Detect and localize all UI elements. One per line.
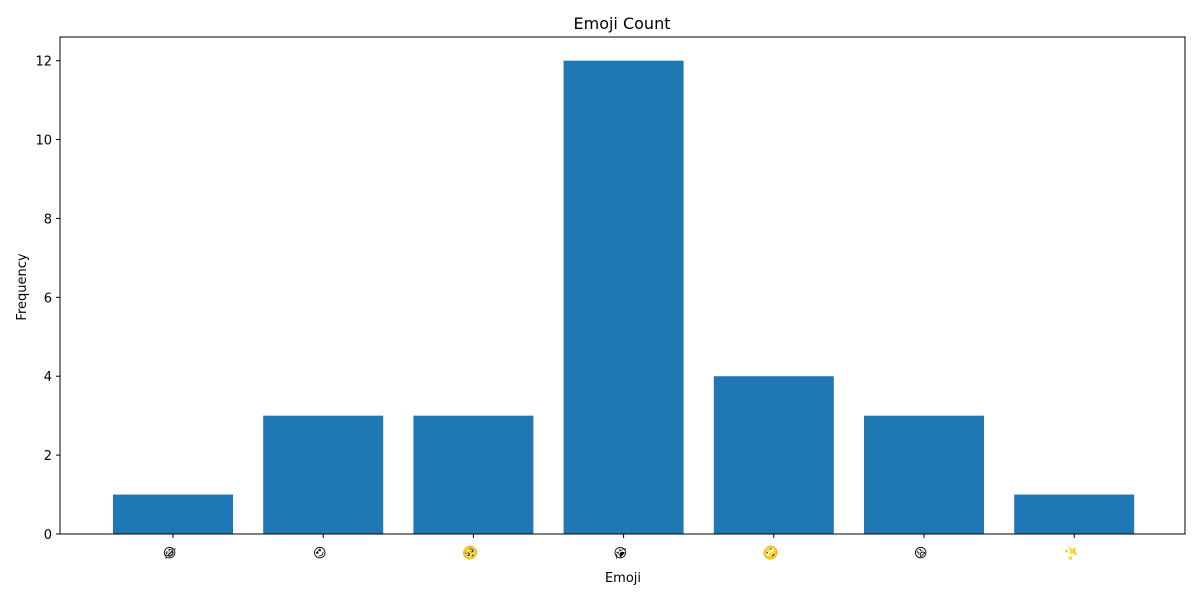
y-axis-title: Frequency [15, 253, 30, 320]
y-tick-label: 4 [44, 370, 52, 385]
bar-2 [413, 415, 534, 534]
bar-0 [113, 494, 233, 534]
bar-3 [563, 60, 684, 535]
plot-frame [59, 36, 1186, 535]
y-tick-label: 8 [44, 212, 52, 227]
y-tick-label: 0 [44, 528, 52, 543]
y-tick-label: 2 [44, 449, 52, 464]
x-tick-label: 😩 [911, 543, 931, 563]
bar-5 [864, 415, 984, 534]
y-tick-label: 6 [44, 291, 52, 306]
bars-group [113, 60, 1135, 535]
x-axis-ticks: 😂 😍 🥺 😭 🙄 😩 ✨ [160, 534, 1083, 565]
y-tick-label: 12 [35, 55, 52, 70]
bar-1 [263, 415, 384, 534]
x-tick-label: 😂 [160, 543, 181, 564]
y-axis-ticks: 0 2 4 6 8 10 12 [35, 55, 60, 543]
x-tick-label: 🥺 [459, 542, 482, 565]
x-axis-title: Emoji [605, 571, 641, 586]
chart-title: Emoji Count [574, 14, 671, 33]
y-tick-label: 10 [35, 134, 52, 149]
x-tick-label: ✨ [1060, 542, 1083, 565]
x-tick-label: 😭 [610, 543, 631, 564]
bar-4 [713, 376, 834, 534]
bar-6 [1014, 494, 1135, 534]
x-tick-label: 🙄 [760, 542, 783, 565]
x-tick-label: 😍 [311, 543, 331, 563]
